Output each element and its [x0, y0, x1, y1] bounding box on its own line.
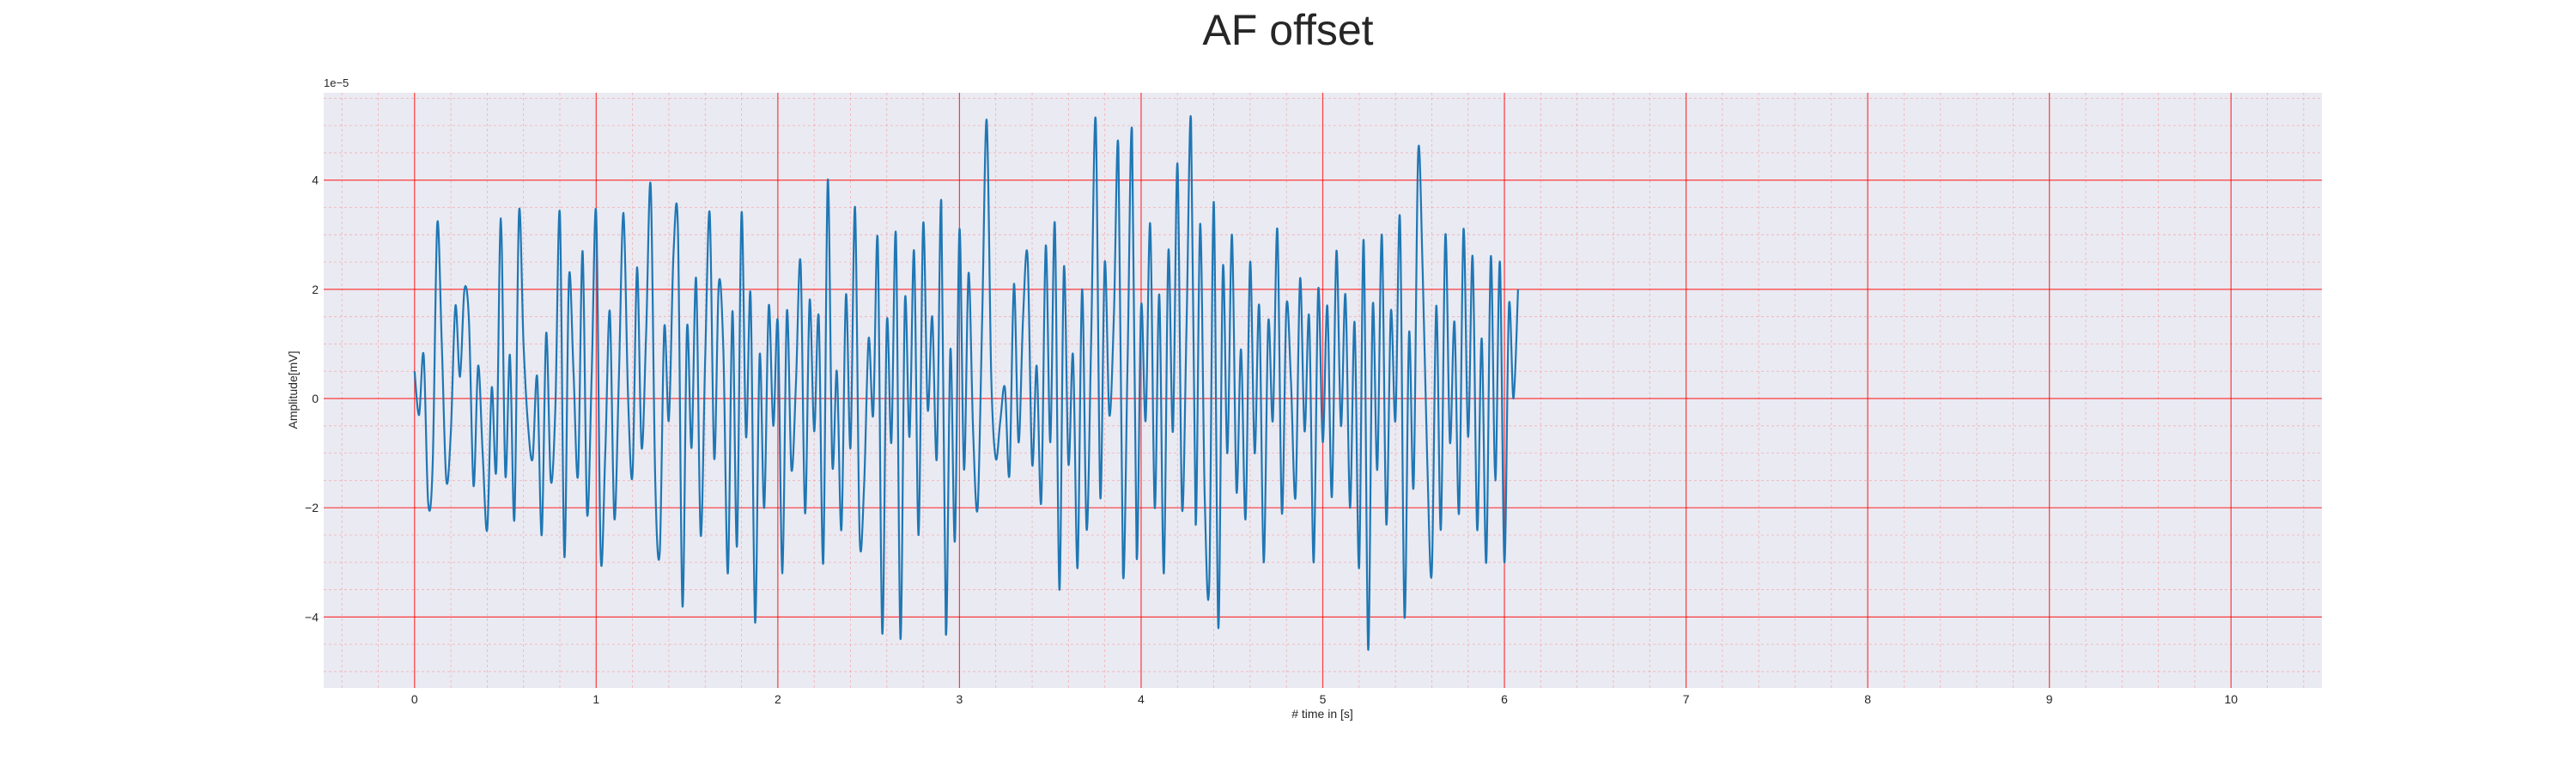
chart-title: AF offset	[1202, 6, 1374, 54]
x-tick-label: 2	[775, 692, 781, 706]
x-tick-label: 1	[592, 692, 599, 706]
y-tick-label: 0	[312, 392, 319, 405]
x-tick-label: 0	[411, 692, 418, 706]
x-axis-label: # time in [s]	[1291, 707, 1353, 721]
y-tick-label: 4	[312, 173, 319, 187]
y-axis-label: Amplitude[mV]	[286, 350, 300, 429]
series-line	[413, 115, 1519, 651]
x-tick-label: 3	[957, 692, 963, 706]
x-tick-label: 9	[2046, 692, 2053, 706]
y-tick-label: −2	[305, 501, 319, 514]
x-tick-label: 10	[2224, 692, 2238, 706]
x-tick-label: 8	[1864, 692, 1871, 706]
x-tick-label: 4	[1138, 692, 1145, 706]
x-tick-label: 5	[1320, 692, 1327, 706]
y-scale-label: 1e−5	[324, 76, 349, 89]
x-tick-label: 7	[1683, 692, 1690, 706]
x-tick-label: 6	[1501, 692, 1508, 706]
y-tick-label: −4	[305, 610, 319, 624]
y-tick-label: 2	[312, 283, 319, 296]
